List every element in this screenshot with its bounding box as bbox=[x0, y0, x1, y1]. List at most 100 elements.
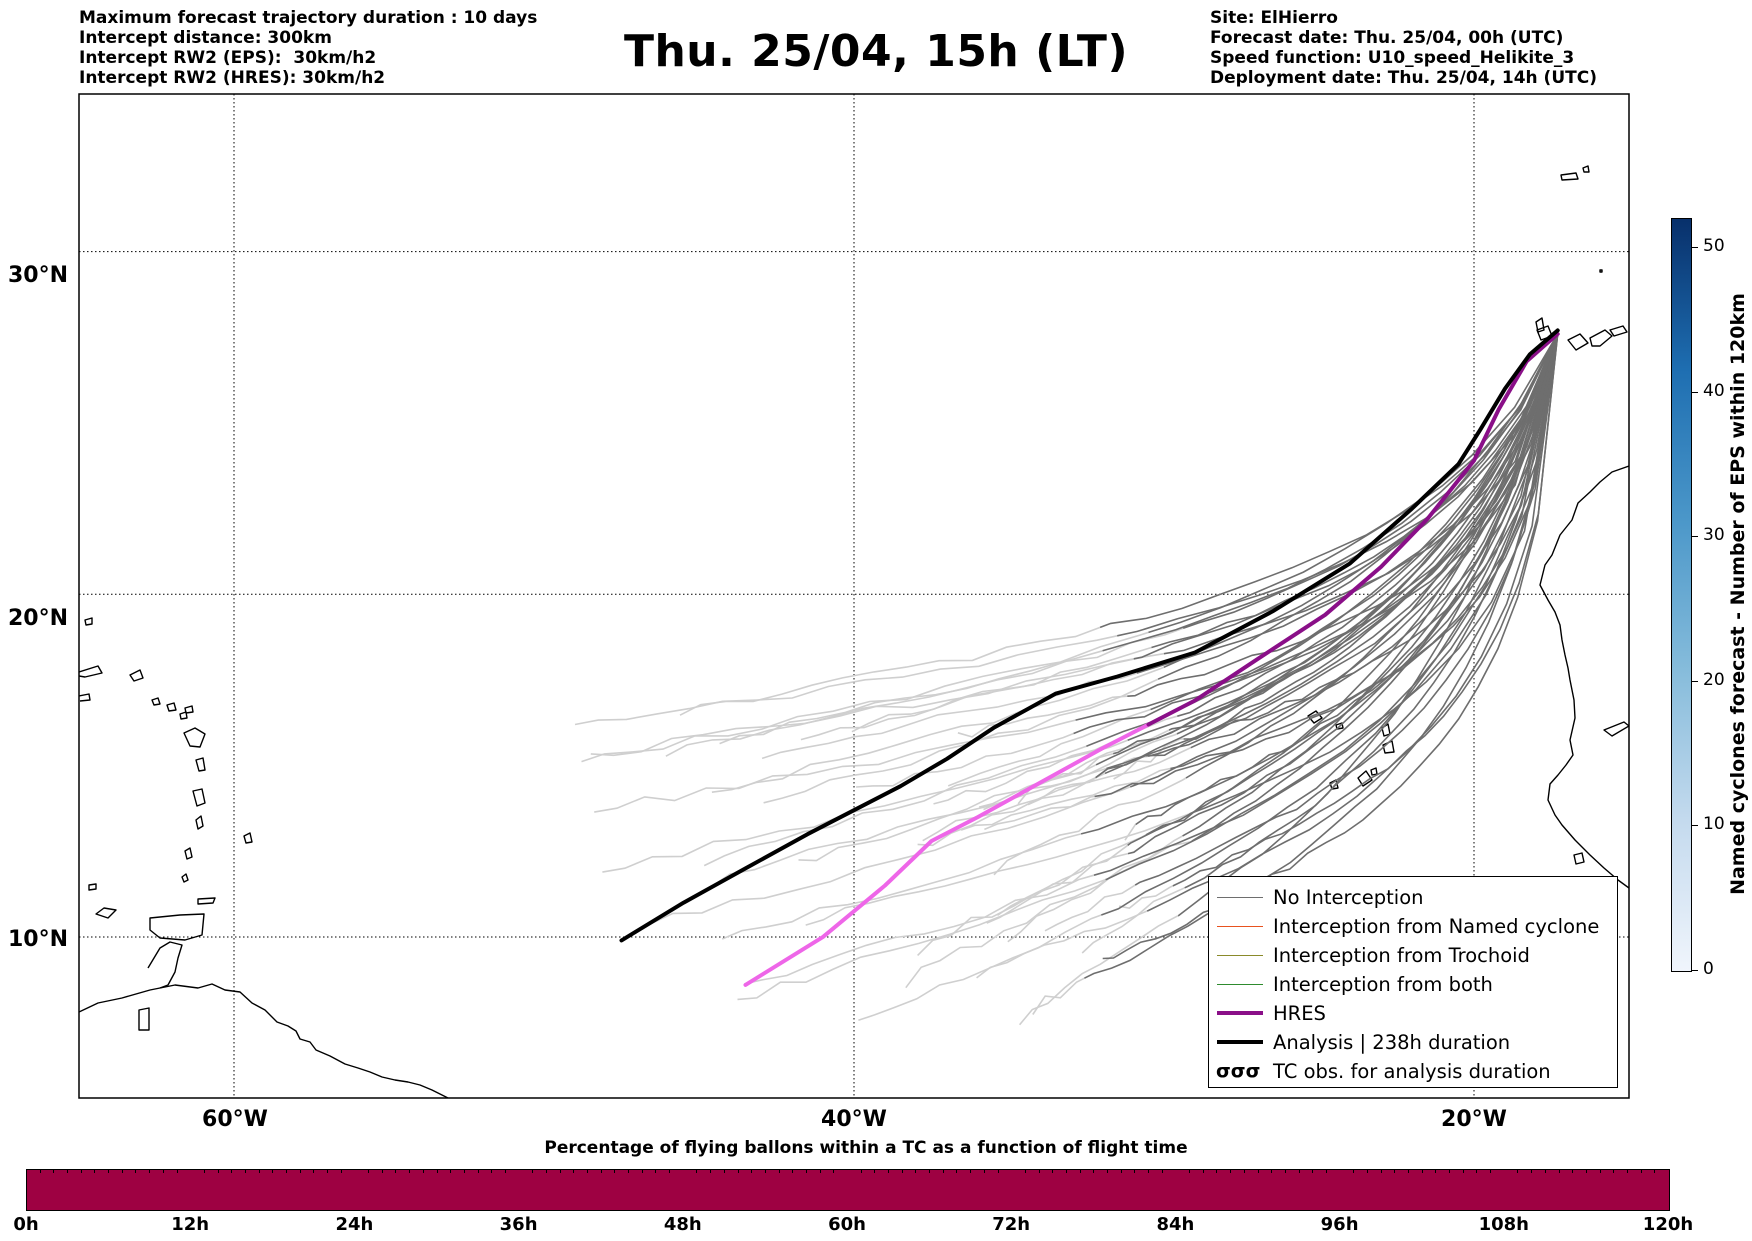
flight-time-tick bbox=[860, 1169, 862, 1173]
eps-trajectory-near bbox=[1127, 333, 1559, 697]
flight-time-tick bbox=[1189, 1169, 1191, 1173]
legend-label: No Interception bbox=[1273, 886, 1424, 909]
coastlines bbox=[79, 165, 1629, 1098]
flight-time-tick bbox=[299, 1169, 301, 1173]
flight-time-tick bbox=[587, 1169, 589, 1173]
coast-trinidad bbox=[149, 913, 205, 941]
flight-time-tick bbox=[614, 1169, 616, 1173]
legend-swatch bbox=[1217, 1040, 1263, 1044]
flight-time-tick bbox=[1558, 1169, 1560, 1173]
flight-time-tick bbox=[450, 1169, 452, 1173]
flight-time-tick bbox=[463, 1169, 465, 1173]
colorbar-tick bbox=[1692, 391, 1698, 393]
flight-time-tick-label: 12h bbox=[171, 1214, 210, 1235]
coast-south-america bbox=[79, 983, 449, 1098]
flight-time-tick bbox=[683, 1169, 684, 1209]
flight-time-tick bbox=[354, 1169, 355, 1209]
flight-time-tick bbox=[600, 1169, 602, 1173]
flight-time-tick bbox=[970, 1169, 972, 1173]
eps-trajectory-near bbox=[1134, 333, 1559, 886]
coast-bissagos bbox=[1573, 852, 1585, 865]
flight-time-tick-label: 108h bbox=[1478, 1214, 1529, 1235]
coast-islets-1 bbox=[129, 669, 144, 682]
colorbar-tick bbox=[1692, 970, 1698, 971]
coast-martinique bbox=[192, 788, 206, 807]
info-line: Site: ElHierro bbox=[1210, 8, 1338, 28]
info-line: Speed function: U10_speed_Helikite_3 bbox=[1210, 48, 1575, 68]
info-line: Intercept RW2 (HRES): 30km/h2 bbox=[79, 68, 386, 88]
legend-label: Interception from Trochoid bbox=[1273, 944, 1530, 967]
flight-time-tick bbox=[1202, 1169, 1204, 1173]
flight-time-tick bbox=[285, 1169, 287, 1173]
eps-trajectory-far bbox=[976, 910, 1148, 979]
map-frame bbox=[78, 93, 1630, 1099]
eps-trajectory-far bbox=[1018, 914, 1179, 1026]
eps-trajectory-near bbox=[1112, 333, 1559, 755]
flight-time-tick bbox=[1161, 1169, 1163, 1173]
flight-time-tick bbox=[573, 1169, 575, 1173]
legend-label: Interception from Named cyclone bbox=[1273, 915, 1600, 938]
flight-time-tick bbox=[1380, 1169, 1382, 1173]
flight-time-tick bbox=[149, 1169, 151, 1173]
flight-time-tick bbox=[1298, 1169, 1300, 1173]
flight-time-tick bbox=[436, 1169, 438, 1173]
eps-trajectory-far bbox=[581, 631, 1149, 763]
coast-canary-fv bbox=[1589, 329, 1613, 347]
eps-trajectory-near bbox=[1189, 333, 1559, 815]
eps-trajectory-near bbox=[1102, 333, 1559, 960]
flight-time-tick bbox=[1257, 1169, 1259, 1173]
flight-time-tick bbox=[1340, 1169, 1341, 1209]
flight-time-tick bbox=[1517, 1169, 1519, 1173]
legend-item-hres: HRES bbox=[1209, 1000, 1617, 1028]
eps-trajectory-near bbox=[1177, 333, 1559, 717]
flight-time-tick bbox=[504, 1169, 506, 1173]
eps-trajectory-near bbox=[1151, 333, 1559, 649]
flight-time-tick bbox=[532, 1169, 534, 1173]
colorbar-tick-label: 30 bbox=[1703, 525, 1725, 546]
eps-trajectory-far bbox=[922, 746, 1192, 842]
coast-islet-8 bbox=[1599, 269, 1603, 273]
flight-time-tick bbox=[1093, 1169, 1095, 1173]
eps-trajectory-far bbox=[1124, 823, 1137, 841]
flight-time-colorbar-title: Percentage of flying ballons within a TC… bbox=[544, 1138, 1188, 1158]
flight-time-tick bbox=[669, 1169, 671, 1173]
coast-islet-6 bbox=[88, 883, 97, 891]
legend-swatch bbox=[1217, 1011, 1263, 1015]
coast-africa-bits bbox=[1603, 721, 1629, 737]
flight-time-tick bbox=[1544, 1169, 1546, 1173]
legend-swatch bbox=[1217, 897, 1263, 898]
flight-time-tick bbox=[1024, 1169, 1026, 1173]
flight-time-tick bbox=[1421, 1169, 1423, 1173]
flight-time-tick bbox=[1572, 1169, 1574, 1173]
coast-antigua bbox=[184, 705, 194, 714]
coast-islets-2 bbox=[151, 697, 161, 706]
coast-cv-santiago bbox=[1357, 770, 1373, 787]
flight-time-tick bbox=[1243, 1169, 1245, 1173]
info-line: Intercept distance: 300km bbox=[79, 28, 332, 48]
flight-time-tick bbox=[135, 1169, 137, 1173]
eps-trajectories-far bbox=[574, 626, 1193, 1026]
analysis-trajectory bbox=[619, 328, 1560, 943]
eps-trajectory-far bbox=[805, 812, 1190, 926]
flight-time-tick-label: 60h bbox=[828, 1214, 866, 1235]
flight-time-tick bbox=[67, 1169, 69, 1173]
flight-time-tick bbox=[628, 1169, 630, 1173]
flight-time-tick bbox=[737, 1169, 739, 1173]
coast-stlucia bbox=[195, 815, 204, 830]
eps-trajectory-far bbox=[763, 678, 1159, 804]
coast-islet-5 bbox=[84, 617, 93, 626]
eps-trajectory-far bbox=[594, 719, 1076, 813]
colorbar-tick bbox=[1692, 246, 1698, 248]
coast-virgin bbox=[79, 693, 91, 702]
coast-madeira-2 bbox=[1582, 165, 1590, 173]
coast-tobago bbox=[197, 897, 216, 905]
flight-time-tick bbox=[244, 1169, 246, 1173]
page-title: Thu. 25/04, 15h (LT) bbox=[623, 26, 1129, 77]
eps-trajectory-near bbox=[1146, 333, 1559, 912]
flight-time-tick bbox=[1531, 1169, 1533, 1173]
flight-time-tick bbox=[1654, 1169, 1656, 1173]
coast-islet-7 bbox=[138, 1007, 150, 1031]
eps-trajectory-near bbox=[1094, 333, 1559, 798]
flight-time-tick bbox=[1599, 1169, 1601, 1173]
flight-time-tick bbox=[710, 1169, 712, 1173]
